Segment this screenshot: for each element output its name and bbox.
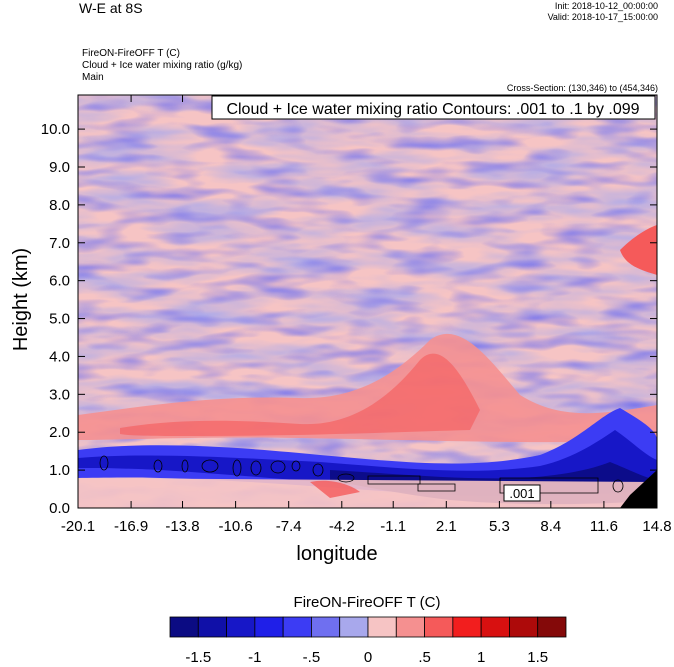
field-name-temperature: FireON-FireOFF T (C) (82, 48, 180, 59)
x-tick-label: -16.9 (114, 518, 148, 535)
colorbar-swatch (424, 616, 454, 638)
y-tick-label: 4.0 (49, 348, 70, 365)
chart-title: W-E at 8S (79, 0, 143, 16)
valid-time: Valid: 2018-10-17_15:00:00 (547, 12, 658, 22)
x-axis-ticks: -20.1 -16.9 -13.8 -10.6 -7.4 -4.2 -1.1 2.1 5.3 8.… (61, 95, 672, 535)
y-tick-label: 3.0 (49, 386, 70, 403)
field-domain: Main (82, 72, 104, 83)
x-tick-label: -13.8 (165, 518, 199, 535)
colorbar-swatch (339, 616, 369, 638)
y-tick-label: 7.0 (49, 235, 70, 252)
colorbar-label: -1 (248, 649, 261, 666)
x-tick-label: 8.4 (540, 518, 561, 535)
colorbar-label: 0 (364, 649, 372, 666)
y-tick-label: 9.0 (49, 159, 70, 176)
x-axis-label: longitude (296, 543, 378, 565)
plot-frame (77, 94, 658, 509)
colorbar-label: 1.5 (527, 649, 548, 666)
field-name-mixing-ratio: Cloud + Ice water mixing ratio (g/kg) (82, 60, 243, 71)
colorbar-label: 1 (477, 649, 485, 666)
colorbar-swatch (197, 616, 227, 638)
contour-info-text: Cloud + Ice water mixing ratio Contours:… (226, 101, 639, 118)
x-tick-label: -1.1 (380, 518, 406, 535)
x-tick-label: -10.6 (219, 518, 253, 535)
colorbar: -1.5 -1 -.5 0 .5 1 1.5 (169, 616, 567, 666)
temperature-difference-field (78, 95, 657, 508)
x-tick-label: -4.2 (329, 518, 355, 535)
colorbar-swatch (282, 616, 312, 638)
colorbar-title: FireON-FireOFF T (C) (293, 594, 441, 611)
y-tick-label: 6.0 (49, 273, 70, 290)
colorbar-swatch (226, 616, 256, 638)
colorbar-label: .5 (418, 649, 431, 666)
y-tick-label: 1.0 (49, 462, 70, 479)
colorbar-swatch (254, 616, 284, 638)
colorbar-swatch (395, 616, 425, 638)
y-axis-ticks: 0.0 1.0 2.0 3.0 4.0 5.0 6.0 7.0 8.0 9.0 10.0 (41, 121, 657, 517)
colorbar-label: -.5 (303, 649, 321, 666)
colorbar-swatch (311, 616, 341, 638)
colorbar-swatch (452, 616, 482, 638)
x-tick-label: -7.4 (276, 518, 302, 535)
cross-section-label: Cross-Section: (130,346) to (454,346) (506, 83, 658, 93)
x-tick-label: 11.6 (590, 518, 618, 535)
colorbar-swatch (367, 616, 397, 638)
x-tick-label: -20.1 (61, 518, 95, 535)
colorbar-label: -1.5 (185, 649, 211, 666)
contour-info-box (211, 95, 656, 120)
colorbar-swatch (480, 616, 510, 638)
init-time: Init: 2018-10-12_00:00:00 (554, 1, 658, 11)
x-tick-label: 2.1 (436, 518, 457, 535)
y-tick-label: 8.0 (49, 197, 70, 214)
y-tick-label: 10.0 (41, 121, 70, 138)
x-tick-label: 14.8 (642, 518, 671, 535)
y-tick-label: 2.0 (49, 424, 70, 441)
cloud-mixing-ratio-contours (99, 455, 624, 494)
contour-label-box (503, 484, 541, 502)
y-tick-label: 0.0 (49, 500, 70, 517)
x-tick-label: 5.3 (489, 518, 510, 535)
contour-label: .001 (509, 486, 534, 501)
colorbar-swatch (509, 616, 539, 638)
colorbar-swatch (537, 616, 567, 638)
colorbar-swatch (169, 616, 199, 638)
y-tick-label: 5.0 (49, 311, 70, 328)
